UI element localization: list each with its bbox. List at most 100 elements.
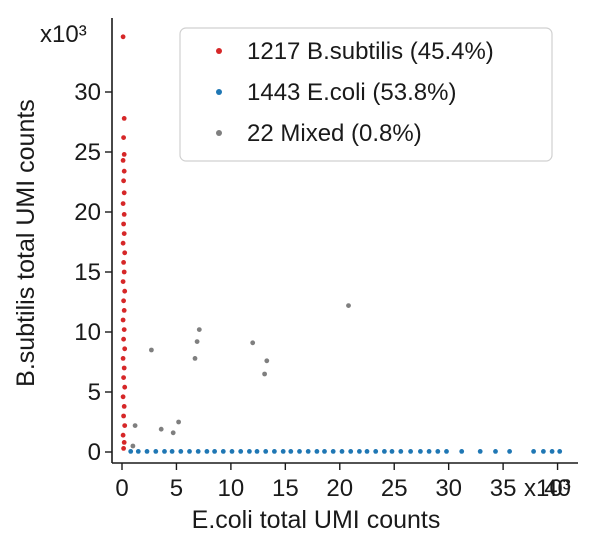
e-coli-point: [263, 449, 269, 454]
b-subtilis-point: [120, 158, 126, 163]
mixed-point: [176, 419, 182, 425]
b-subtilis-point: [121, 212, 127, 217]
b-subtilis-point: [122, 423, 128, 428]
axis-ticks: 0 5 10 15 20 25 30 35 40 0 5 10 15 20 25 30: [74, 79, 571, 502]
e-coli-point: [426, 449, 432, 454]
b-subtilis-point: [120, 317, 126, 323]
mixed-point: [132, 423, 138, 428]
mixed-point: [170, 430, 176, 436]
legend-entries: 1217 B.subtilis (45.4%) 1443 E.coli (53.8…: [216, 38, 494, 147]
b-subtilis-point: [121, 178, 126, 184]
y-tick-label: 0: [88, 439, 101, 466]
x-tick-label: 5: [170, 475, 183, 502]
b-subtilis-point: [121, 231, 127, 237]
e-coli-point: [364, 449, 370, 454]
e-coli-point: [212, 449, 218, 454]
mixed-point: [149, 347, 154, 353]
y-tick-label: 20: [74, 199, 101, 226]
e-coli-point: [187, 449, 192, 454]
legend-label: 1443 E.coli (53.8%): [247, 79, 456, 106]
e-coli-point: [418, 449, 423, 454]
y-axis-title: B.subtilis total UMI counts: [12, 99, 40, 387]
e-coli-point: [435, 449, 441, 454]
e-coli-point: [305, 449, 311, 454]
b-subtilis-point: [121, 221, 126, 227]
e-coli-point: [254, 449, 260, 454]
mixed-point: [346, 303, 351, 308]
x-tick-label: 10: [218, 475, 245, 502]
b-subtilis-point: [120, 240, 126, 246]
data-points: [120, 34, 563, 454]
b-subtilis-point: [121, 404, 127, 409]
e-coli-point: [330, 449, 336, 454]
x-multiplier-label: x10³: [524, 475, 571, 502]
b-subtilis-point: [122, 250, 128, 256]
e-coli-point: [322, 449, 327, 454]
b-subtilis-point: [121, 135, 126, 141]
y-tick-label: 25: [74, 139, 101, 166]
legend-marker-mixed: [216, 130, 222, 136]
b-subtilis-point: [120, 432, 126, 438]
b-subtilis-point: [122, 346, 128, 352]
b-subtilis-point: [121, 116, 127, 121]
e-coli-point: [178, 449, 184, 454]
e-coli-point: [169, 449, 175, 454]
mixed-point: [194, 339, 200, 344]
y-tick-label: 5: [88, 379, 101, 406]
e-coli-point: [507, 449, 512, 454]
x-tick-label: 25: [381, 475, 408, 502]
e-coli-point: [162, 449, 167, 454]
b-subtilis-point: [121, 190, 127, 196]
x-tick-label: 20: [326, 475, 353, 502]
b-subtilis-point: [121, 336, 126, 342]
e-coli-point: [238, 449, 244, 454]
mixed-point: [250, 340, 256, 346]
legend-label: 22 Mixed (0.8%): [247, 120, 422, 147]
e-coli-point: [373, 449, 379, 454]
e-coli-point: [357, 449, 362, 454]
e-coli-point: [144, 449, 150, 454]
e-coli-point: [229, 449, 235, 454]
e-coli-point: [348, 449, 354, 454]
e-coli-point: [382, 449, 387, 454]
x-tick-label: 15: [272, 475, 299, 502]
e-coli-point: [493, 449, 498, 454]
e-coli-point: [557, 449, 563, 454]
y-multiplier-label: x10³: [40, 21, 87, 48]
e-coli-point: [459, 449, 465, 454]
b-subtilis-point: [121, 298, 126, 304]
b-subtilis-point: [120, 356, 126, 361]
b-subtilis-point: [121, 327, 127, 332]
b-subtilis-point: [121, 168, 127, 174]
b-subtilis-point: [121, 260, 126, 265]
legend-label: 1217 B.subtilis (45.4%): [247, 38, 494, 65]
x-tick-label: 0: [115, 475, 128, 502]
b-subtilis-point: [121, 365, 127, 371]
b-subtilis-point: [120, 34, 126, 40]
x-tick-label: 35: [490, 475, 517, 502]
b-subtilis-point: [121, 269, 127, 275]
e-coli-point: [195, 449, 201, 454]
x-axis-title: E.coli total UMI counts: [192, 506, 441, 534]
e-coli-point: [247, 449, 252, 454]
b-subtilis-point: [121, 152, 127, 157]
e-coli-point: [280, 449, 286, 454]
e-coli-point: [135, 449, 141, 454]
legend-marker-e-coli: [216, 89, 222, 95]
e-coli-point: [408, 449, 413, 454]
e-coli-point: [477, 449, 483, 454]
b-subtilis-point: [120, 201, 126, 207]
mixed-point: [192, 356, 198, 361]
mixed-point: [130, 443, 136, 449]
e-coli-point: [288, 449, 294, 454]
mixed-point: [196, 327, 202, 332]
b-subtilis-point: [122, 384, 128, 390]
e-coli-point: [389, 449, 395, 454]
b-subtilis-point: [121, 440, 127, 445]
mixed-point: [264, 358, 270, 364]
mixed-point: [158, 426, 164, 432]
b-subtilis-point: [121, 308, 127, 313]
b-subtilis-point: [121, 413, 126, 419]
y-tick-label: 10: [74, 319, 101, 346]
